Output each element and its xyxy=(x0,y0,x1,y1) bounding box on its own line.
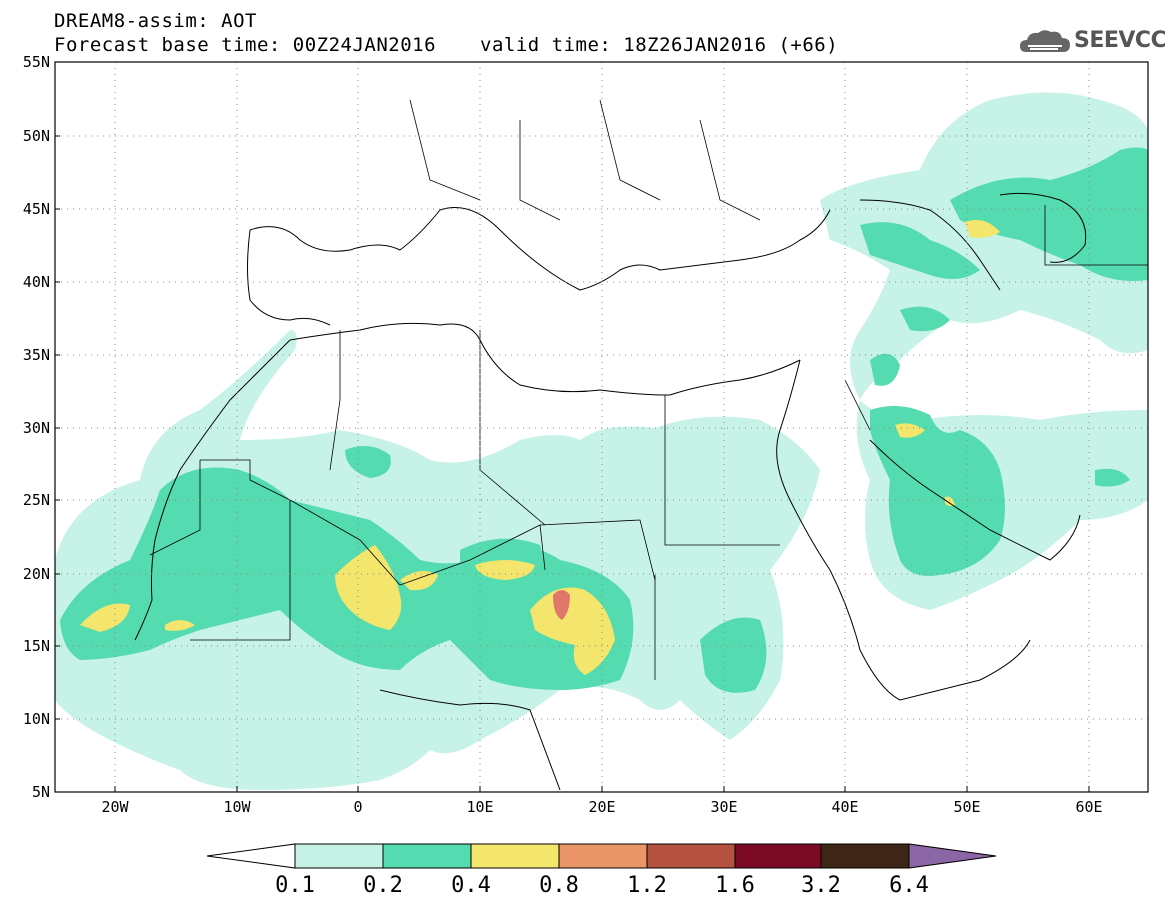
colorbar-label: 0.1 xyxy=(275,873,315,898)
lon-ticks xyxy=(114,786,1090,792)
colorbar-label: 0.8 xyxy=(539,873,579,898)
coastlines xyxy=(134,192,1087,791)
lat-label: 45N xyxy=(23,200,50,218)
colorbar-swatch xyxy=(558,843,648,869)
aot-contours xyxy=(55,92,1148,791)
lon-labels: 20W 10W 0 10E 20E 30E 40E 50E 60E xyxy=(101,798,1102,816)
valid-time: valid time: 18Z26JAN2016 (+66) xyxy=(480,34,839,56)
forecast-base-time: Forecast base time: 00Z24JAN2016 xyxy=(54,34,437,56)
lon-label: 30E xyxy=(710,798,737,816)
colorbar-swatch xyxy=(294,843,384,869)
map-title: DREAM8-assim: AOT xyxy=(54,10,257,32)
colorbar-swatch xyxy=(470,843,560,869)
logo-text: SEEVCCC xyxy=(1074,28,1165,53)
colorbar-swatch xyxy=(646,843,736,869)
aot-level-0.4 xyxy=(80,219,1000,675)
lat-label: 40N xyxy=(23,273,50,291)
lat-label: 15N xyxy=(23,637,50,655)
lat-label: 5N xyxy=(32,783,50,801)
colorbar-swatch xyxy=(382,843,472,869)
lon-label: 20W xyxy=(101,798,129,816)
lat-label: 20N xyxy=(23,565,50,583)
seevccc-logo: SEEVCCC xyxy=(1018,26,1165,58)
colorbar-label: 1.6 xyxy=(715,873,755,898)
aot-level-0.8 xyxy=(553,590,570,620)
colorbar-low-arrow xyxy=(206,843,296,869)
cloud-icon xyxy=(1020,30,1070,52)
grid-lines xyxy=(55,62,1148,792)
lon-label: 40E xyxy=(831,798,858,816)
lat-label: 50N xyxy=(23,127,50,145)
lon-label: 10E xyxy=(466,798,493,816)
lat-labels: 55N 50N 45N 40N 35N 30N 25N 20N 15N 10N … xyxy=(23,53,50,801)
lon-label: 60E xyxy=(1075,798,1102,816)
lon-label: 0 xyxy=(353,798,362,816)
lat-ticks xyxy=(55,61,60,720)
colorbar-high-arrow xyxy=(908,843,997,869)
colorbar-label: 0.2 xyxy=(363,873,403,898)
colorbar-label: 0.4 xyxy=(451,873,491,898)
country-borders xyxy=(149,99,1148,680)
colorbar-label: 6.4 xyxy=(889,873,929,898)
lat-label: 25N xyxy=(23,491,50,509)
colorbar xyxy=(206,843,997,869)
colorbar-swatch xyxy=(734,843,822,869)
colorbar-label: 3.2 xyxy=(801,873,841,898)
colorbar-swatch xyxy=(820,843,910,869)
colorbar-labels: 0.1 0.2 0.4 0.8 1.2 1.6 3.2 6.4 xyxy=(275,873,929,898)
lon-label: 20E xyxy=(588,798,615,816)
colorbar-label: 1.2 xyxy=(627,873,667,898)
lat-label: 35N xyxy=(23,346,50,364)
lat-label: 10N xyxy=(23,710,50,728)
lon-label: 10W xyxy=(223,798,251,816)
lat-label: 30N xyxy=(23,419,50,437)
lon-label: 50E xyxy=(953,798,980,816)
lat-label: 55N xyxy=(23,53,50,71)
